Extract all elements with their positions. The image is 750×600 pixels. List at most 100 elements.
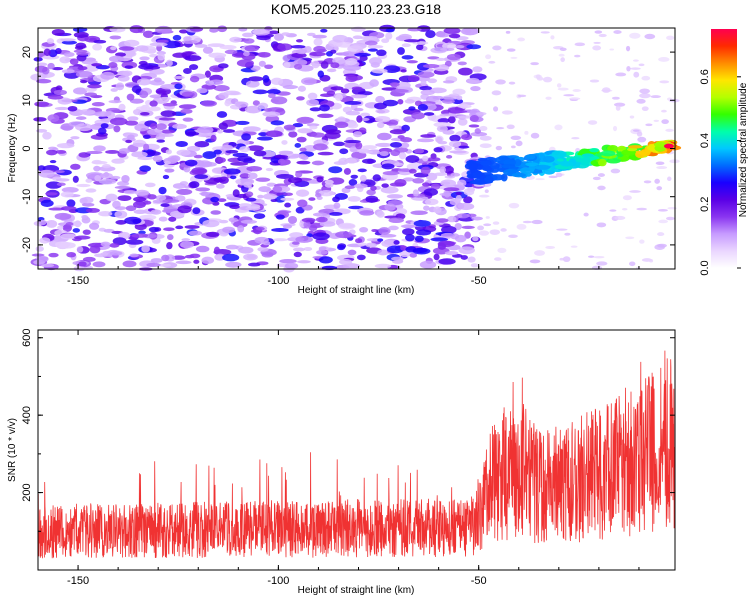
noise-blob [183,166,191,173]
snr-y-tick-label: 600 [21,329,33,347]
noise-blob [245,197,257,202]
noise-blob [420,89,435,96]
noise-blob [205,231,220,238]
faint-blob [593,255,605,259]
noise-blob [81,215,88,219]
noise-blob [157,53,165,61]
noise-blob [122,260,137,268]
faint-blob [597,173,605,177]
noise-blob [360,112,370,117]
noise-blob [413,220,431,227]
noise-blob [440,179,457,187]
noise-blob [310,132,325,138]
noise-blob [301,217,316,223]
noise-blob [325,129,342,135]
noise-blob [139,165,151,172]
faint-blob [615,105,621,111]
noise-blob [236,59,254,67]
noise-blob [268,93,276,99]
noise-blob [295,206,305,214]
noise-blob [114,210,128,219]
faint-blob [641,75,651,81]
noise-blob [264,64,274,69]
noise-blob [408,106,416,111]
faint-blob [660,109,667,113]
faint-blob [633,129,640,132]
noise-blob [394,162,404,166]
noise-blob [266,89,281,95]
noise-blob [309,107,322,112]
spectrogram-y-tick-label: -20 [21,237,33,253]
noise-blob [297,128,313,134]
noise-blob [223,90,240,96]
noise-blob [295,39,304,43]
noise-blob [61,40,77,45]
noise-blob [156,139,165,143]
faint-blob [655,161,665,165]
noise-blob [253,150,267,157]
noise-blob [343,64,362,71]
noise-blob [110,46,117,51]
noise-blob [244,105,262,114]
noise-blob [427,78,438,84]
noise-blob [448,33,461,39]
faint-blob [477,225,485,231]
faint-blob [530,132,540,139]
noise-blob [355,238,363,244]
snr-frame [37,329,676,571]
noise-blob [162,174,170,180]
noise-blob [457,118,468,126]
noise-blob [414,235,424,243]
noise-blob [351,86,363,91]
noise-blob [391,89,409,93]
noise-blob [152,155,163,163]
noise-blob [246,166,263,172]
noise-blob [122,70,133,76]
noise-blob [85,208,100,213]
noise-blob [375,95,385,104]
noise-blob [155,25,172,34]
signal-blob [543,155,555,163]
noise-blob [230,175,237,180]
noise-blob [464,29,472,34]
noise-blob [347,45,364,53]
snr-y-axis-label: SNR (10 * v/v) [7,418,18,482]
noise-blob [93,165,101,172]
noise-blob [213,246,221,255]
faint-blob [517,94,527,98]
noise-blob [463,196,473,204]
noise-blob [312,34,327,39]
noise-blob [45,192,58,196]
noise-blob [377,238,384,242]
noise-blob [301,77,317,86]
noise-blob [194,44,208,48]
faint-blob [641,106,649,111]
noise-blob [41,263,55,268]
noise-blob [345,58,358,66]
faint-blob [497,247,507,254]
noise-blob [76,52,89,56]
noise-blob [272,238,288,242]
noise-blob [213,85,230,92]
noise-blob [458,67,473,76]
faint-blob [550,35,555,40]
noise-blob [132,142,145,147]
noise-blob [174,83,183,90]
noise-blob [455,194,462,202]
noise-blob [457,202,475,211]
noise-blob [294,143,302,148]
faint-blob [593,41,601,44]
noise-blob [467,77,480,84]
spectrogram-y-tick-label: 0 [21,145,33,151]
noise-blob [47,62,55,70]
noise-blob [307,92,318,100]
noise-blob [117,75,130,82]
noise-blob [108,99,122,104]
noise-blob [338,222,356,230]
noise-blob [439,166,446,174]
noise-blob [155,133,166,141]
noise-blob [73,31,89,38]
signal-blob [600,150,616,157]
noise-blob [38,169,55,178]
